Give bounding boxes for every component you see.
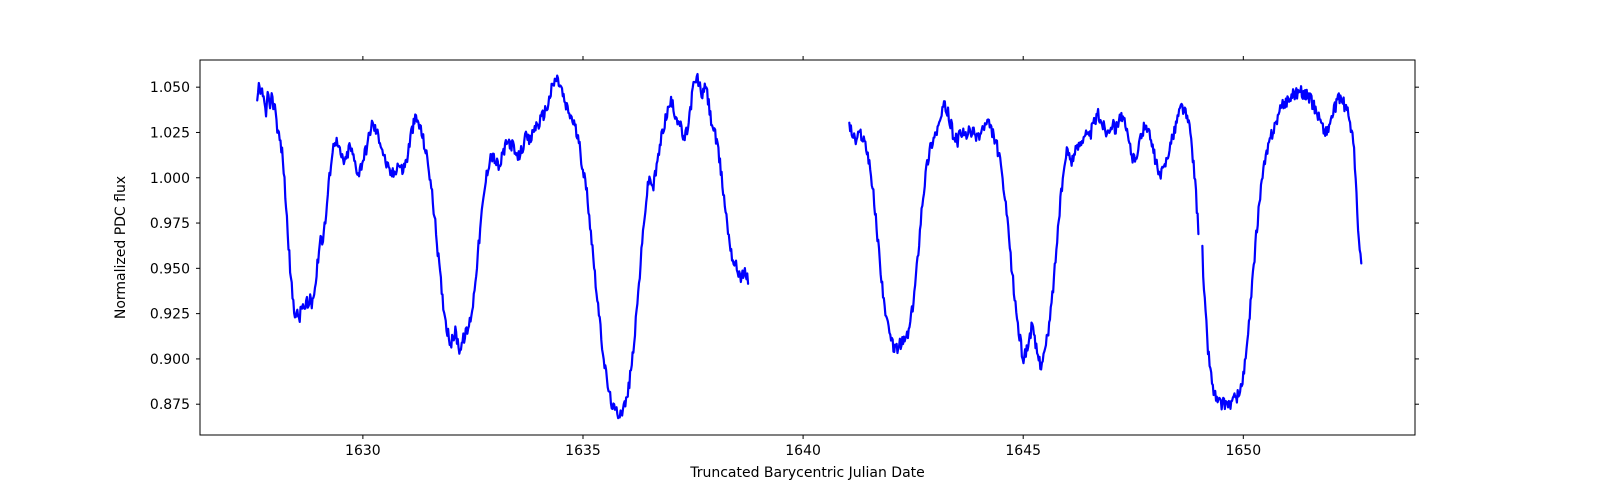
x-axis-label: Truncated Barycentric Julian Date: [689, 465, 925, 481]
y-tick-label: 0.875: [150, 397, 190, 413]
y-tick-label: 1.025: [150, 125, 190, 141]
y-tick-label: 0.975: [150, 216, 190, 232]
plot-background: [200, 60, 1415, 435]
x-tick-label: 1645: [1005, 443, 1041, 459]
y-tick-label: 0.925: [150, 307, 190, 323]
x-tick-label: 1630: [345, 443, 381, 459]
chart-svg: 0.875 0.900 0.925 0.950 0.975 1.000 1.025 1.050…: [0, 0, 1600, 500]
y-tick-label: 1.050: [150, 80, 190, 96]
y-axis-label: Normalized PDC flux: [113, 176, 129, 319]
x-tick-label: 1640: [785, 443, 821, 459]
x-tick-label: 1650: [1225, 443, 1261, 459]
y-tick-label: 0.900: [150, 352, 190, 368]
y-tick-label: 0.950: [150, 261, 190, 277]
y-tick-label: 1.000: [150, 171, 190, 187]
lightcurve-chart: 0.875 0.900 0.925 0.950 0.975 1.000 1.025 1.050…: [0, 0, 1600, 500]
x-tick-label: 1635: [565, 443, 601, 459]
